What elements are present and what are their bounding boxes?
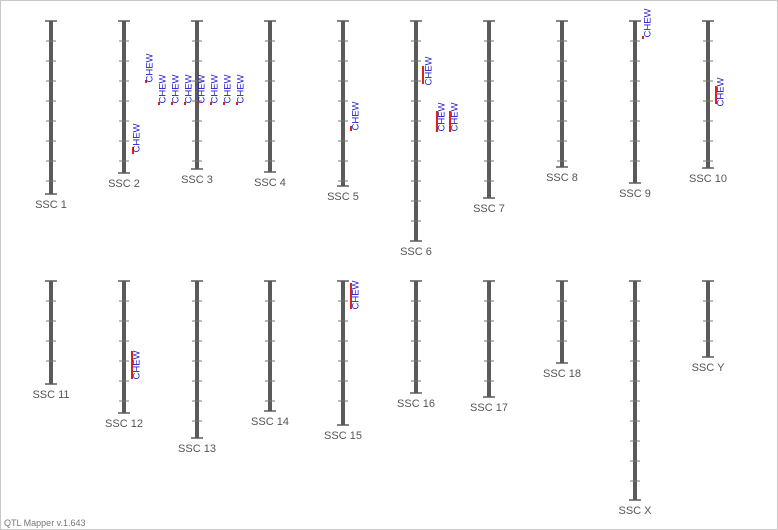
chromosome — [414, 281, 418, 393]
chromosome-label: SSC 2 — [108, 178, 140, 190]
qtl-label: CHEW — [184, 74, 195, 103]
chromosome — [487, 21, 491, 198]
qtl-label: CHEW — [351, 280, 362, 309]
qtl-label: CHEW — [158, 74, 169, 103]
chromosome — [560, 21, 564, 167]
chromosome-label: SSC X — [618, 505, 652, 517]
chromosome-label: SSC 18 — [543, 368, 581, 380]
chromosome-label: SSC 9 — [619, 188, 651, 200]
chromosome — [414, 21, 418, 241]
qtl-label: CHEW — [145, 53, 156, 82]
chromosome-label: SSC 6 — [400, 246, 432, 258]
chromosome — [268, 281, 272, 411]
chromosome-label: SSC 4 — [254, 177, 286, 189]
chromosome-label: SSC 5 — [327, 191, 359, 203]
chromosome-label: SSC 14 — [251, 416, 289, 428]
chromosome-label: SSC 8 — [546, 172, 578, 184]
chromosome-label: SSC 16 — [397, 398, 435, 410]
qtl-label: CHEW — [351, 101, 362, 130]
qtl-label: CHEW — [132, 350, 143, 379]
qtl-label: CHEW — [132, 123, 143, 152]
chromosome-label: SSC Y — [692, 362, 725, 374]
chromosome — [268, 21, 272, 172]
chromosome — [560, 281, 564, 363]
chromosome — [706, 281, 710, 357]
qtl-label: CHEW — [643, 8, 654, 37]
chromosome — [706, 21, 710, 168]
chromosome — [195, 281, 199, 438]
chromosome — [633, 281, 637, 500]
chromosome — [487, 281, 491, 397]
chromosome — [633, 21, 637, 183]
chromosome — [49, 21, 53, 194]
footer: QTL Mapper v.1.643 — [4, 518, 86, 528]
qtl-label: CHEW — [223, 74, 234, 103]
chromosome-label: SSC 13 — [178, 443, 216, 455]
chromosome-label: SSC 11 — [32, 389, 69, 401]
chromosome-label: SSC 10 — [689, 173, 727, 185]
chromosome — [122, 21, 126, 173]
chromosome-label: SSC 7 — [473, 203, 505, 215]
chromosome — [341, 281, 345, 425]
chromosome — [341, 21, 345, 186]
qtl-label: CHEW — [210, 74, 221, 103]
chromosome-label: SSC 1 — [35, 199, 67, 211]
qtl-label: CHEW — [197, 74, 208, 103]
qtl-label: CHEW — [437, 102, 448, 131]
chromosome — [195, 21, 199, 169]
chromosome-label: SSC 3 — [181, 174, 213, 186]
chromosome — [122, 281, 126, 413]
qtl-label: CHEW — [171, 74, 182, 103]
chromosome-label: SSC 12 — [105, 418, 143, 430]
qtl-label: CHEW — [716, 77, 727, 106]
qtl-label: CHEW — [450, 102, 461, 131]
chromosome-label: SSC 17 — [470, 402, 508, 414]
chromosome-label: SSC 15 — [324, 430, 362, 442]
qtl-label: CHEW — [424, 56, 435, 85]
qtl-label: CHEW — [236, 74, 247, 103]
chromosome — [49, 281, 53, 384]
